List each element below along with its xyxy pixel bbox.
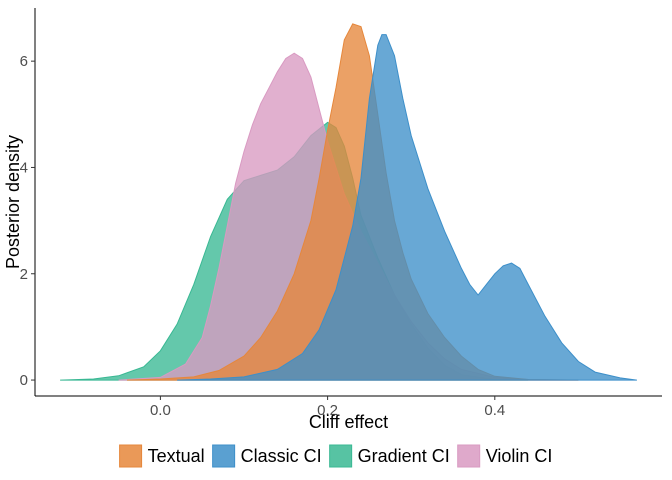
x-tick-label: 0.0 [150, 402, 171, 419]
legend-swatch-textual [119, 444, 143, 468]
y-tick-label: 6 [20, 53, 28, 70]
x-tick-label: 0.2 [317, 402, 338, 419]
y-axis-title: Posterior density [3, 135, 23, 269]
legend-label-violin-ci: Violin CI [486, 446, 553, 466]
axes [34, 8, 662, 397]
y-tick-label: 2 [20, 266, 28, 283]
y-axis-ticks: 0 2 4 6 [20, 53, 35, 389]
x-tick-label: 0.4 [484, 402, 505, 419]
y-tick-label: 0 [20, 372, 28, 389]
x-axis-ticks: 0.0 0.2 0.4 [150, 396, 505, 419]
y-tick-label: 4 [20, 159, 28, 176]
legend-swatch-classic-ci [212, 444, 236, 468]
legend-swatch-gradient-ci [329, 444, 353, 468]
density-areas [60, 23, 637, 381]
x-axis-title: Cliff effect [309, 412, 388, 432]
legend: Textual Classic CI Gradient CI Violin CI [119, 444, 553, 468]
legend-label-classic-ci: Classic CI [241, 446, 322, 466]
legend-label-gradient-ci: Gradient CI [358, 446, 450, 466]
density-area-classic-ci [177, 34, 637, 381]
legend-label-textual: Textual [148, 446, 205, 466]
legend-swatch-violin-ci [457, 444, 481, 468]
